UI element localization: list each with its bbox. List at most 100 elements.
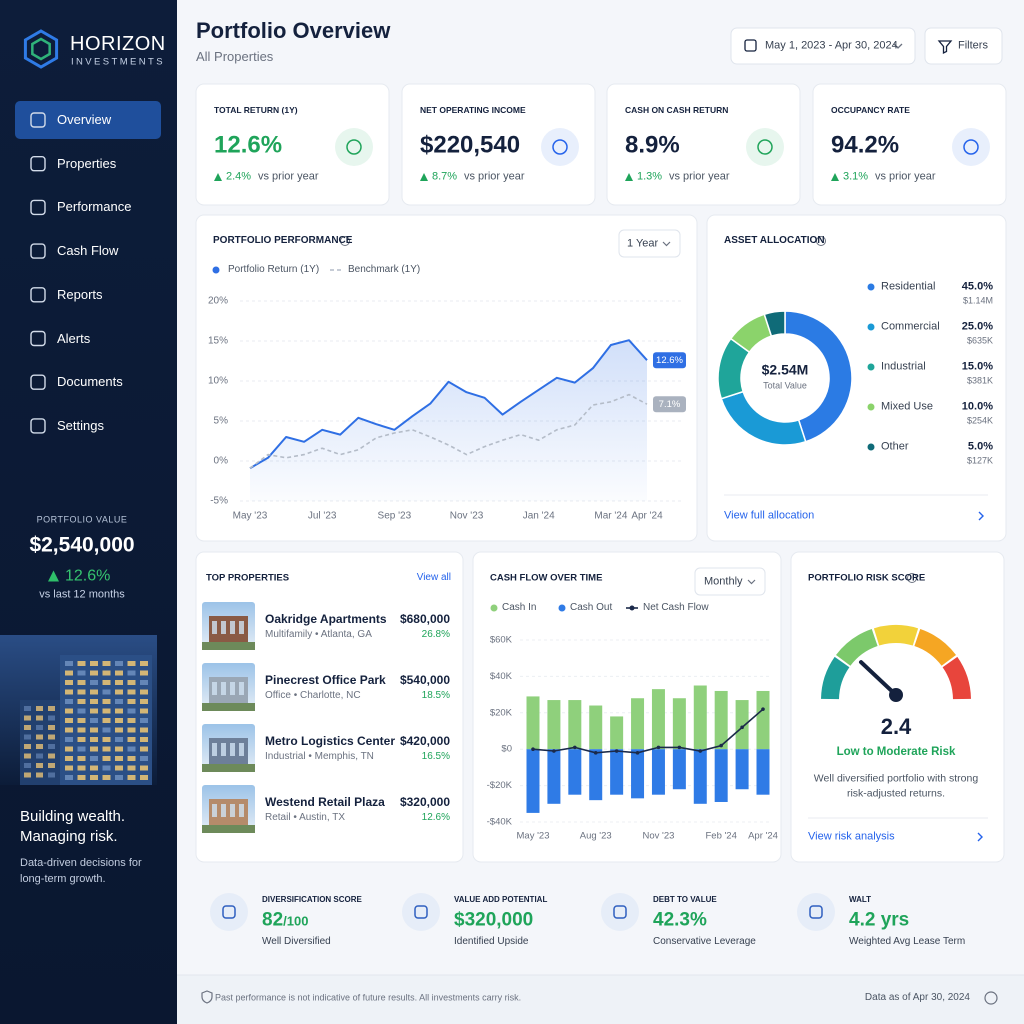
- filters[interactable]: Filters: [958, 39, 988, 52]
- y-tick-label: -$20K: [487, 780, 513, 791]
- line: [249, 393, 648, 469]
- property-return: 12.6%: [421, 812, 450, 823]
- building: [20, 700, 60, 785]
- period[interactable]: Monthly: [704, 575, 743, 588]
- window: [36, 744, 43, 749]
- kpi-icon: [335, 128, 373, 166]
- legend-amount: $381K: [966, 375, 993, 386]
- chart-title: CASH FLOW OVER TIME: [490, 572, 603, 584]
- y-tick-label: 0%: [214, 456, 229, 467]
- legend-amount: $254K: [966, 415, 993, 426]
- window: [77, 718, 86, 723]
- window: [102, 708, 111, 714]
- kpi-note: vs prior year: [464, 170, 525, 183]
- window: [65, 699, 73, 704]
- kpi-label: CASH ON CASH RETURN: [625, 104, 729, 115]
- legend-dot: [867, 363, 875, 371]
- center-label: Total Value: [763, 380, 807, 391]
- window: [140, 718, 148, 723]
- window: [127, 718, 136, 723]
- nav-item[interactable]: Alerts: [57, 330, 91, 346]
- chart-title: PORTFOLIO PERFORMANCE: [213, 235, 353, 246]
- link[interactable]: View full allocation: [724, 509, 815, 522]
- card: [790, 551, 1005, 863]
- metric-icon: [402, 893, 440, 931]
- property-return: 16.5%: [421, 751, 450, 762]
- legend-percent: 10.0%: [961, 400, 993, 413]
- bar: [526, 696, 540, 750]
- window: [221, 682, 226, 695]
- kpi-icon: [952, 128, 990, 166]
- legend-item: Residential: [881, 280, 936, 293]
- window: [77, 727, 86, 733]
- window: [90, 727, 98, 733]
- window: [24, 763, 31, 768]
- net-point: [698, 749, 703, 753]
- legend-item: Net Cash Flow: [643, 602, 709, 613]
- window: [102, 727, 111, 733]
- window: [77, 670, 86, 676]
- window: [90, 680, 98, 685]
- y-tick-label: -5%: [210, 496, 228, 507]
- link[interactable]: View all: [416, 572, 451, 583]
- nav-item[interactable]: Overview: [57, 112, 112, 128]
- window: [65, 727, 73, 733]
- kpi-value: $220,540: [420, 131, 521, 159]
- nav-icon: [30, 199, 46, 216]
- bar: [651, 689, 665, 750]
- ground: [202, 642, 255, 650]
- date-range[interactable]: May 1, 2023 - Apr 30, 2024: [765, 39, 898, 52]
- metric-icon-mark: [809, 905, 823, 919]
- window: [90, 775, 98, 780]
- nav-icon: [30, 243, 46, 259]
- legend-swatch: [629, 605, 635, 611]
- footer-band: [177, 975, 1024, 1024]
- metric-suffix: /100: [283, 913, 309, 929]
- window: [140, 708, 148, 714]
- tagline: Building wealth. Managing risk.: [20, 807, 126, 845]
- nav-item[interactable]: Reports: [57, 287, 103, 302]
- legend-item: Other: [881, 440, 909, 453]
- ground: [202, 764, 255, 772]
- card: [195, 83, 390, 206]
- metric-value: 42.3%: [653, 909, 707, 931]
- x-tick-label: Nov '23: [450, 511, 484, 522]
- nav-item[interactable]: Documents: [57, 374, 123, 390]
- kpi-icon-mark: [346, 139, 362, 155]
- window: [102, 718, 111, 723]
- up-arrow: [214, 173, 222, 181]
- window: [140, 699, 148, 704]
- window: [90, 699, 98, 704]
- nav-item[interactable]: Performance: [57, 199, 132, 215]
- window: [127, 765, 136, 771]
- bar: [568, 749, 582, 795]
- property-value: $680,000: [399, 611, 450, 626]
- nav-item[interactable]: Cash Flow: [57, 243, 119, 259]
- bar: [651, 749, 665, 795]
- kpi-label: TOTAL RETURN (1Y): [214, 104, 298, 115]
- bar: [568, 700, 582, 750]
- window: [102, 680, 111, 685]
- net-point: [656, 745, 661, 750]
- property-return: 18.5%: [421, 690, 450, 701]
- legend-item: Cash Out: [570, 602, 613, 613]
- window: [115, 699, 123, 704]
- window: [140, 727, 148, 733]
- property-details: Multifamily • Atlanta, GA: [265, 629, 372, 640]
- metric-icon-mark: [613, 905, 627, 919]
- window: [90, 718, 98, 723]
- ground: [202, 703, 255, 711]
- link[interactable]: View risk analysis: [808, 830, 895, 843]
- nav-item[interactable]: Settings: [57, 418, 104, 434]
- y-tick-label: $20K: [490, 707, 513, 718]
- metric-icon: [601, 893, 639, 931]
- window: [115, 746, 123, 752]
- gauge-segment: [914, 629, 957, 667]
- window: [24, 715, 31, 721]
- window: [127, 670, 136, 676]
- period[interactable]: 1 Year: [627, 237, 659, 250]
- window: [65, 737, 73, 742]
- x-tick-label: Feb '24: [705, 831, 736, 842]
- metric-note: Conservative Leverage: [653, 936, 756, 947]
- nav-item[interactable]: Properties: [57, 155, 117, 171]
